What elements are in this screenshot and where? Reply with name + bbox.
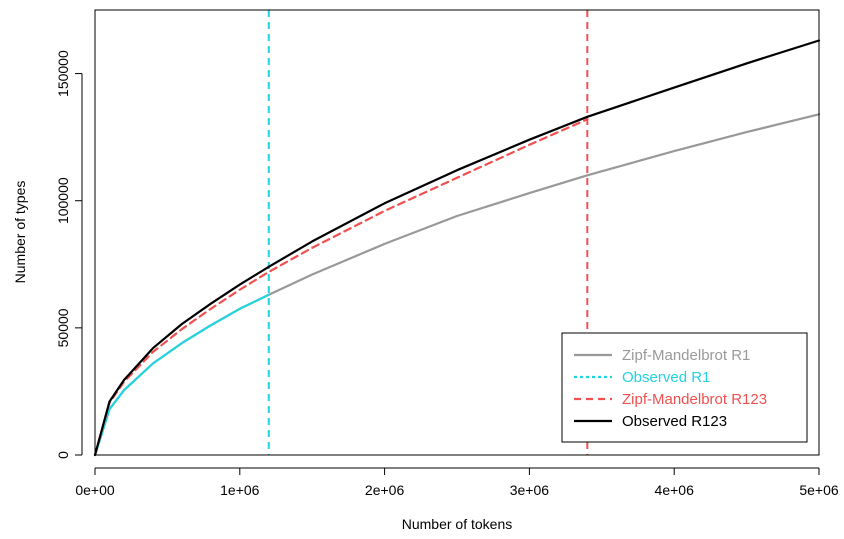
y-tick-label: 150000 [55, 50, 71, 97]
legend-label: Zipf-Mandelbrot R123 [622, 391, 767, 408]
legend-item-observed-r1: Observed R1 [574, 369, 710, 386]
legend: Zipf-Mandelbrot R1 Observed R1 Zipf-Mandel… [561, 332, 808, 443]
x-axis: 0e+00 1e+06 2e+06 3e+06 4e+06 5e+06 [75, 467, 839, 498]
plot-frame [94, 9, 820, 456]
legend-item-zipf-mandelbrot-r123: Zipf-Mandelbrot R123 [574, 391, 767, 408]
legend-item-observed-r123: Observed R123 [574, 413, 727, 430]
y-tick-label: 0 [55, 451, 71, 459]
y-tick-label: 100000 [55, 177, 71, 224]
legend-label: Observed R123 [622, 413, 727, 430]
legend-label: Observed R1 [622, 369, 710, 386]
x-tick-label: 5e+06 [799, 482, 839, 498]
y-tick-label: 50000 [55, 308, 71, 347]
plot-area [93, 10, 821, 457]
y-axis: 0 50000 100000 150000 [55, 50, 83, 459]
legend-label: Zipf-Mandelbrot R1 [622, 347, 750, 364]
x-tick-label: 3e+06 [510, 482, 550, 498]
series-line-observed-r123 [93, 39, 821, 457]
x-tick-label: 0e+00 [75, 482, 115, 498]
legend-box [561, 332, 808, 443]
x-axis-title: Number of tokens [402, 516, 513, 532]
series-line-zipf-mandelbrot-r123 [93, 118, 589, 457]
series-line-observed-r1 [93, 293, 270, 457]
x-tick-label: 2e+06 [365, 482, 405, 498]
legend-item-zipf-mandelbrot-r1: Zipf-Mandelbrot R1 [574, 347, 750, 364]
x-tick-label: 4e+06 [655, 482, 695, 498]
x-tick-label: 1e+06 [220, 482, 260, 498]
y-axis-title: Number of types [12, 181, 28, 284]
